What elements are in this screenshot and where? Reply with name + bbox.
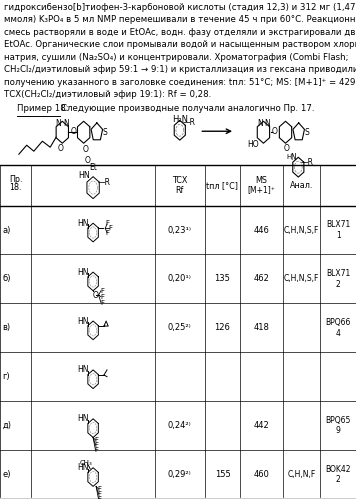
Text: HN: HN [78,267,89,276]
Text: г): г) [2,372,10,381]
Text: HN: HN [78,463,89,472]
Text: 462: 462 [254,274,269,283]
Text: F: F [94,447,98,453]
Text: 0,23¹⁾: 0,23¹⁾ [168,226,192,235]
Text: смесь растворяли в воде и EtOAc, водн. фазу отделяли и экстрагировали дважды: смесь растворяли в воде и EtOAc, водн. ф… [4,28,356,37]
Text: в): в) [2,323,10,332]
Text: HN: HN [78,219,89,228]
Text: BLX71
1: BLX71 1 [326,221,350,240]
Text: O: O [82,145,88,154]
Text: F: F [100,288,104,294]
Text: F: F [100,299,104,306]
Text: S: S [304,128,309,137]
Text: натрия, сушили (Na₂SO₄) и концентрировали. Хроматография (Combi Flash;: натрия, сушили (Na₂SO₄) и концентрировал… [4,53,349,62]
Text: HN: HN [78,316,89,325]
Text: б): б) [2,274,11,283]
Text: 0,20¹⁾: 0,20¹⁾ [168,274,192,283]
Text: C,H,N,S,F: C,H,N,S,F [284,226,319,235]
Text: 442: 442 [254,421,269,430]
Text: F: F [97,491,101,497]
Text: F: F [94,442,98,448]
Text: F: F [108,225,112,232]
Text: N: N [290,153,295,162]
Text: гидроксибензо[b]тиофен-3-карбоновой кислоты (стадия 12,3) и 312 мг (1,47: гидроксибензо[b]тиофен-3-карбоновой кисл… [4,3,356,12]
Text: ТСХ(CH₂Cl₂/диэтиловый эфир 19:1): Rf = 0,28.: ТСХ(CH₂Cl₂/диэтиловый эфир 19:1): Rf = 0… [4,90,211,99]
Text: Пример 18:: Пример 18: [17,104,69,113]
Text: O: O [70,127,76,136]
Text: получению указанного в заголовке соединения: tпл: 51°C; MS: [M+1]⁺ = 429;: получению указанного в заголовке соедине… [4,78,356,87]
Text: O: O [93,290,99,299]
Text: N: N [264,119,270,128]
Text: F: F [97,486,101,492]
Text: 460: 460 [254,470,269,479]
Text: Анал.: Анал. [290,181,313,190]
Text: CH₃: CH₃ [79,461,92,467]
Text: F: F [106,231,110,237]
Text: O: O [284,144,290,153]
Text: —R: —R [301,158,314,167]
Text: е): е) [2,470,11,479]
Text: 155: 155 [215,470,230,479]
Text: C,H,N,S,F: C,H,N,S,F [284,274,319,283]
Text: HO: HO [247,140,258,149]
Text: F: F [100,294,104,300]
Text: 0,25²⁾: 0,25²⁾ [168,323,192,332]
Text: BOK42
2: BOK42 2 [325,465,351,484]
Text: BLX71
2: BLX71 2 [326,269,350,288]
Text: F: F [94,437,98,443]
Text: TCX: TCX [172,176,188,185]
Text: N: N [63,119,69,128]
Text: H₂N: H₂N [172,115,188,124]
Text: 126: 126 [215,323,230,332]
Text: F: F [97,496,101,499]
Text: S: S [102,128,107,137]
Text: tпл [°C]: tпл [°C] [206,181,239,190]
Text: HN: HN [78,365,89,374]
Text: HN: HN [78,414,89,423]
Text: CH₂Cl₂/диэтиловый эфир 59:1 → 9:1) и кристаллизация из гексана приводили к: CH₂Cl₂/диэтиловый эфир 59:1 → 9:1) и кри… [4,65,356,74]
Text: O: O [272,127,278,136]
Text: C,H,N,F: C,H,N,F [288,470,316,479]
Text: 135: 135 [215,274,230,283]
Text: BPQ65
9: BPQ65 9 [325,416,351,435]
Text: BPQ66
4: BPQ66 4 [325,318,351,337]
Text: ммоля) K₃PO₄ в 5 мл NMP перемешивали в течение 45 ч при 60°C. Реакционную: ммоля) K₃PO₄ в 5 мл NMP перемешивали в т… [4,15,356,24]
Text: Следующие производные получали аналогично Пр. 17.: Следующие производные получали аналогичн… [61,104,314,113]
Text: —R: —R [183,118,195,127]
Text: MS: MS [256,176,268,185]
Text: д): д) [2,421,11,430]
Text: O: O [58,144,64,153]
Text: N: N [56,119,62,128]
Text: Et: Et [90,163,98,172]
Text: 418: 418 [254,323,269,332]
Text: 0,24²⁾: 0,24²⁾ [168,421,192,430]
Text: N: N [257,119,263,128]
Text: EtOAc. Органические слои промывали водой и насыщенным раствором хлорида: EtOAc. Органические слои промывали водой… [4,40,356,49]
Text: Пр.: Пр. [9,175,22,184]
Text: O: O [84,156,90,165]
Text: 446: 446 [254,226,269,235]
Text: F: F [106,220,110,226]
Text: —R: —R [97,178,110,187]
Text: а): а) [2,226,11,235]
Text: [M+1]⁺: [M+1]⁺ [248,186,276,195]
Text: H: H [287,154,292,160]
Text: Rf: Rf [176,186,184,195]
Text: 18.: 18. [9,183,22,192]
Text: 0,29²⁾: 0,29²⁾ [168,470,192,479]
Text: HN: HN [78,171,90,180]
